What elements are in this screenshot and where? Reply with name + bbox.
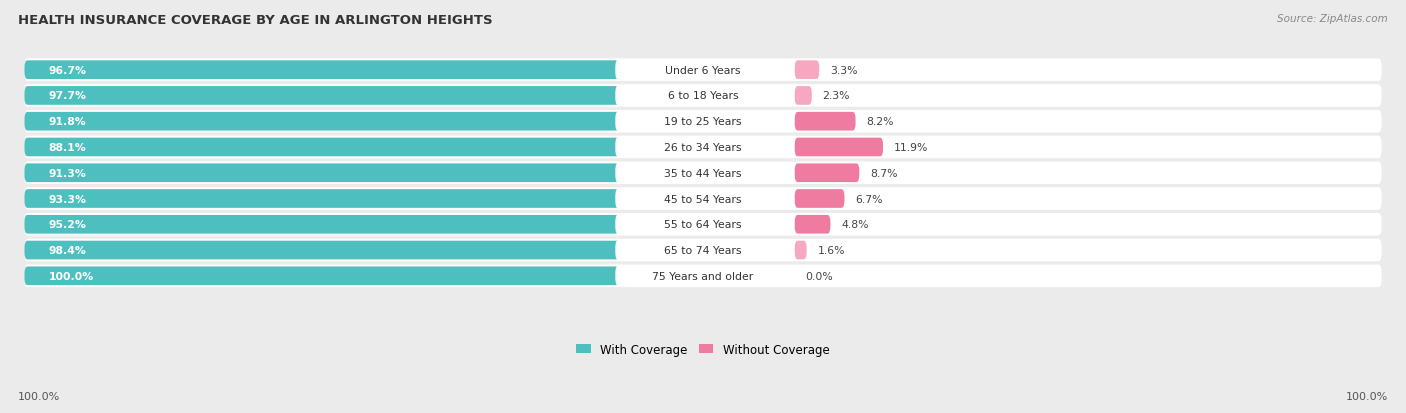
- FancyBboxPatch shape: [616, 189, 790, 209]
- Text: Under 6 Years: Under 6 Years: [665, 66, 741, 76]
- FancyBboxPatch shape: [794, 216, 831, 234]
- Text: 19 to 25 Years: 19 to 25 Years: [664, 117, 742, 127]
- Text: 4.8%: 4.8%: [841, 220, 869, 230]
- FancyBboxPatch shape: [24, 138, 623, 157]
- Text: 65 to 74 Years: 65 to 74 Years: [664, 245, 742, 255]
- FancyBboxPatch shape: [24, 188, 1382, 210]
- FancyBboxPatch shape: [24, 239, 1382, 262]
- FancyBboxPatch shape: [24, 61, 681, 80]
- Legend: With Coverage, Without Coverage: With Coverage, Without Coverage: [576, 343, 830, 356]
- Text: 35 to 44 Years: 35 to 44 Years: [664, 169, 742, 178]
- Text: 55 to 64 Years: 55 to 64 Years: [664, 220, 742, 230]
- FancyBboxPatch shape: [24, 214, 1382, 236]
- FancyBboxPatch shape: [794, 190, 845, 208]
- Text: 100.0%: 100.0%: [1346, 391, 1388, 401]
- FancyBboxPatch shape: [794, 138, 883, 157]
- Text: 91.8%: 91.8%: [49, 117, 87, 127]
- FancyBboxPatch shape: [616, 60, 790, 81]
- FancyBboxPatch shape: [24, 136, 1382, 159]
- FancyBboxPatch shape: [24, 87, 688, 105]
- FancyBboxPatch shape: [24, 190, 658, 208]
- FancyBboxPatch shape: [24, 216, 671, 234]
- FancyBboxPatch shape: [616, 240, 790, 261]
- Text: 98.4%: 98.4%: [49, 245, 87, 255]
- Text: 0.0%: 0.0%: [806, 271, 834, 281]
- Text: 93.3%: 93.3%: [49, 194, 87, 204]
- FancyBboxPatch shape: [24, 85, 1382, 107]
- Text: 100.0%: 100.0%: [49, 271, 94, 281]
- Text: 6.7%: 6.7%: [855, 194, 883, 204]
- FancyBboxPatch shape: [616, 266, 790, 287]
- Text: 6 to 18 Years: 6 to 18 Years: [668, 91, 738, 101]
- Text: 45 to 54 Years: 45 to 54 Years: [664, 194, 742, 204]
- Text: HEALTH INSURANCE COVERAGE BY AGE IN ARLINGTON HEIGHTS: HEALTH INSURANCE COVERAGE BY AGE IN ARLI…: [18, 14, 494, 27]
- Text: 3.3%: 3.3%: [830, 66, 858, 76]
- FancyBboxPatch shape: [24, 267, 703, 285]
- Text: 8.7%: 8.7%: [870, 169, 897, 178]
- Text: 1.6%: 1.6%: [817, 245, 845, 255]
- FancyBboxPatch shape: [794, 87, 811, 105]
- FancyBboxPatch shape: [616, 138, 790, 158]
- FancyBboxPatch shape: [794, 164, 859, 183]
- FancyBboxPatch shape: [794, 241, 807, 260]
- Text: 2.3%: 2.3%: [823, 91, 851, 101]
- FancyBboxPatch shape: [616, 163, 790, 184]
- Text: Source: ZipAtlas.com: Source: ZipAtlas.com: [1277, 14, 1388, 24]
- Text: 100.0%: 100.0%: [18, 391, 60, 401]
- FancyBboxPatch shape: [616, 86, 790, 107]
- FancyBboxPatch shape: [794, 113, 856, 131]
- Text: 91.3%: 91.3%: [49, 169, 87, 178]
- Text: 88.1%: 88.1%: [49, 142, 87, 152]
- FancyBboxPatch shape: [616, 214, 790, 235]
- FancyBboxPatch shape: [24, 241, 692, 260]
- FancyBboxPatch shape: [24, 162, 1382, 185]
- Text: 96.7%: 96.7%: [49, 66, 87, 76]
- Text: 8.2%: 8.2%: [866, 117, 894, 127]
- Text: 97.7%: 97.7%: [49, 91, 87, 101]
- FancyBboxPatch shape: [24, 113, 648, 131]
- Text: 75 Years and older: 75 Years and older: [652, 271, 754, 281]
- FancyBboxPatch shape: [24, 111, 1382, 133]
- FancyBboxPatch shape: [794, 61, 820, 80]
- FancyBboxPatch shape: [24, 265, 1382, 287]
- FancyBboxPatch shape: [616, 112, 790, 132]
- Text: 95.2%: 95.2%: [49, 220, 87, 230]
- FancyBboxPatch shape: [24, 59, 1382, 82]
- Text: 11.9%: 11.9%: [894, 142, 928, 152]
- Text: 26 to 34 Years: 26 to 34 Years: [664, 142, 742, 152]
- FancyBboxPatch shape: [24, 164, 644, 183]
